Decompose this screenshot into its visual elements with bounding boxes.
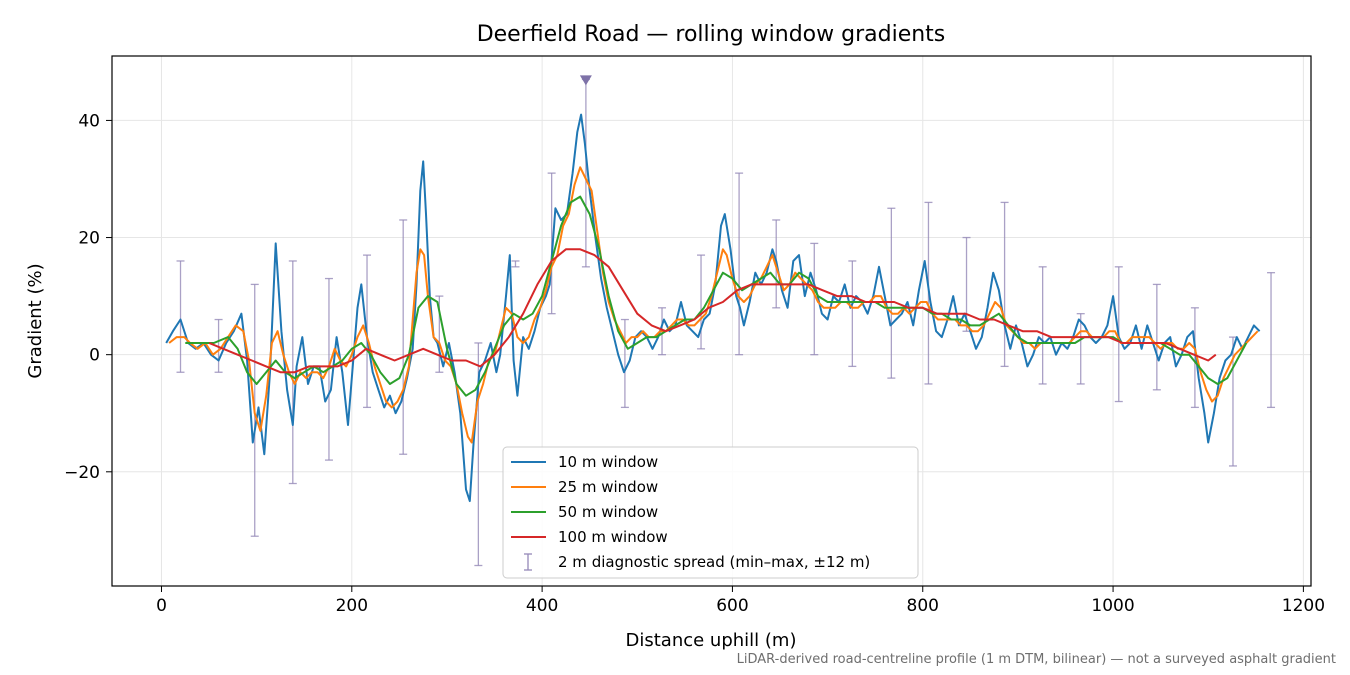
diagnostic-bar [620, 318, 629, 409]
legend-label: 100 m window [558, 528, 668, 546]
legend-label: 50 m window [558, 503, 658, 521]
legend-label: 25 m window [558, 478, 658, 496]
series-lines [165, 113, 1261, 503]
diagnostic-bar [1267, 272, 1276, 409]
x-tick-label: 1200 [1282, 596, 1325, 616]
y-tick-label: 40 [78, 111, 100, 131]
diagnostic-bar [1076, 313, 1085, 385]
chart-title: Deerfield Road — rolling window gradient… [477, 22, 946, 47]
y-axis-label: Gradient (%) [25, 263, 46, 378]
diagnostic-bar [1152, 283, 1161, 391]
diagnostic-bar [962, 236, 971, 332]
x-tick-label: 800 [907, 596, 939, 616]
x-axis-label: Distance uphill (m) [626, 630, 797, 651]
legend-label: 10 m window [558, 453, 658, 471]
diagnostic-bar [1038, 266, 1047, 385]
gridlines [112, 56, 1311, 586]
legend-box [502, 446, 919, 579]
diagnostic-bar [511, 260, 520, 268]
x-tick-label: 0 [156, 596, 167, 616]
diagnostic-bar [697, 254, 706, 350]
x-axis-ticks: 0 200 400 600 800 1000 1200 [156, 586, 1325, 616]
legend-label: 2 m diagnostic spread (min–max, ±12 m) [558, 553, 870, 571]
diagnostic-bar [887, 207, 896, 379]
diagnostic-bar [735, 172, 744, 356]
legend: 10 m window 25 m window 50 m window 100 m w… [502, 446, 919, 579]
diagnostic-bar [547, 172, 556, 315]
x-tick-label: 600 [716, 596, 748, 616]
diagnostic-bar [848, 260, 857, 368]
diagnostic-bar [176, 260, 185, 373]
x-tick-label: 400 [526, 596, 558, 616]
series-line-10-m-window [165, 113, 1261, 503]
y-tick-label: 0 [89, 346, 100, 366]
x-tick-label: 200 [336, 596, 368, 616]
series-line-50-m-window [185, 195, 1248, 397]
diagnostic-bar [399, 219, 408, 455]
y-tick-label: 20 [78, 229, 100, 249]
series-line-100-m-window [208, 248, 1217, 374]
x-tick-label: 1000 [1091, 596, 1134, 616]
diagnostic-bar [1190, 307, 1199, 409]
footnote: LiDAR-derived road-centreline profile (1… [736, 652, 1336, 667]
peak-marker [579, 75, 592, 86]
diagnostic-bar [1000, 201, 1009, 368]
series-line-25-m-window [168, 166, 1259, 444]
plot-frame [111, 55, 1312, 587]
y-tick-label: −20 [64, 463, 100, 483]
diagnostic-bar [810, 242, 819, 356]
y-axis-ticks: −20 0 20 40 [64, 111, 112, 483]
